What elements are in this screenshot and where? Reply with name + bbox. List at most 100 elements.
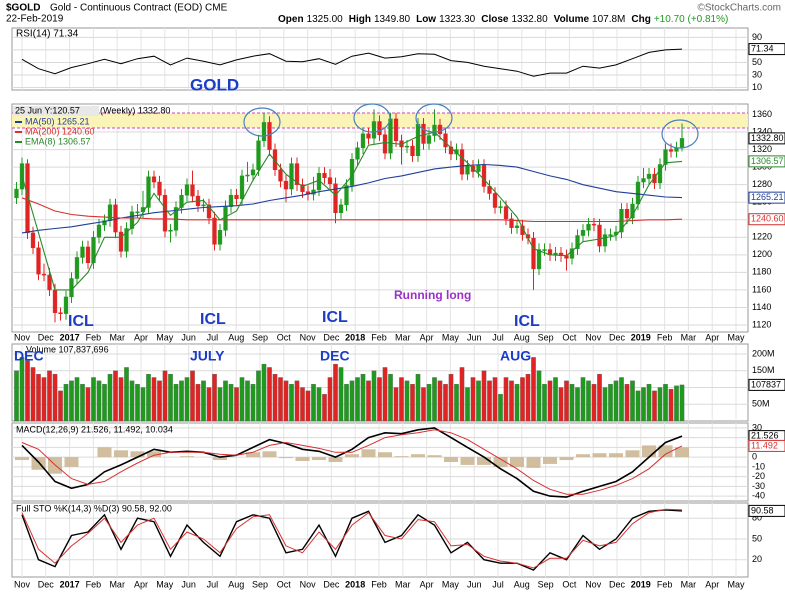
volume-bar: [536, 370, 542, 422]
value-box-label: 90.58: [751, 505, 774, 515]
volume-bar: [129, 380, 135, 422]
x-tick-label: Nov: [14, 332, 31, 342]
x-tick-label: Dec: [38, 332, 55, 342]
volume-bar: [410, 384, 415, 422]
candle-body: [366, 133, 371, 139]
volume-bar: [250, 384, 256, 422]
legend-entry: MA(200) 1240.60: [25, 126, 95, 136]
volume-bar: [96, 380, 102, 422]
candle-body: [217, 230, 223, 245]
volume-bar: [377, 377, 382, 422]
volume-bar: [531, 357, 536, 422]
candle-body: [536, 249, 542, 270]
candle-body: [283, 180, 289, 190]
y-tick-label: 10: [752, 82, 762, 92]
annotation: DEC: [320, 348, 350, 364]
x-tick-label: Jul: [492, 332, 504, 342]
volume-bar: [256, 370, 261, 422]
candle-body: [338, 204, 344, 213]
candle-body: [635, 181, 641, 205]
value-box-label: 1332.80: [751, 133, 784, 143]
x-tick-label: Jul: [207, 579, 219, 589]
candle-body: [465, 166, 470, 175]
volume-bar: [608, 384, 613, 422]
x-tick-label: Feb: [371, 579, 387, 589]
value-box-label: 71.34: [751, 43, 774, 53]
volume-bar: [514, 384, 520, 422]
x-tick-label: Feb: [657, 579, 673, 589]
macd-histogram-bar: [328, 457, 343, 462]
macd-histogram-bar: [312, 457, 326, 461]
sto-title: Full STO %K(14,3) %D(3) 90.58, 92.00: [16, 503, 172, 513]
y-tick-label: 50: [752, 57, 762, 67]
volume-bar: [278, 377, 283, 422]
macd-histogram-bar: [246, 452, 260, 458]
candle-body: [509, 218, 514, 228]
quote-value: 107.8M: [592, 14, 625, 25]
x-tick-label: Aug: [228, 332, 244, 342]
candle-body: [679, 138, 685, 149]
candle-body: [256, 140, 261, 171]
volume-bar: [520, 377, 525, 422]
x-tick-label: 2017: [60, 332, 80, 342]
volume-bar: [41, 377, 47, 422]
volume-bar: [652, 390, 657, 422]
candle-body: [344, 185, 349, 206]
volume-bar: [239, 377, 245, 422]
x-tick-label: Feb: [371, 332, 387, 342]
candle-body: [371, 121, 377, 139]
candle-body: [663, 149, 668, 165]
candle-body: [168, 230, 173, 232]
candle-body: [575, 235, 580, 249]
y-tick-label: -10: [752, 461, 765, 471]
rsi-frame: [11, 27, 749, 91]
candle-body: [459, 149, 465, 175]
volume-bar: [415, 373, 421, 422]
legend-tooltip: [13, 106, 99, 116]
volume-bar: [366, 380, 371, 422]
macd-histogram-bar: [592, 453, 607, 458]
x-tick-label: 2019: [631, 332, 651, 342]
value-box: [748, 378, 785, 391]
volume-bar: [360, 373, 366, 422]
candle-body: [124, 228, 129, 252]
volume-bar: [173, 384, 179, 422]
volume-bar: [663, 384, 668, 422]
x-tick-label: Dec: [323, 332, 340, 342]
volume-bar: [30, 367, 36, 422]
volume-bar: [432, 377, 437, 422]
macd-histogram-bar: [642, 445, 656, 458]
volume-bar: [509, 380, 514, 422]
x-tick-label: Nov: [585, 579, 602, 589]
candle-body: [278, 169, 283, 182]
volume-bar: [85, 387, 91, 422]
y-tick-label: 1360: [752, 109, 772, 119]
candle-body: [52, 289, 58, 313]
legend-entry: MA(50) 1265.21: [25, 116, 90, 126]
x-tick-label: Apr: [705, 579, 719, 589]
candle-body: [30, 232, 36, 249]
volume-bar: [201, 380, 206, 422]
y-tick-label: 0: [752, 452, 757, 462]
candle-body: [223, 206, 228, 231]
volume-bar: [162, 370, 168, 422]
x-tick-label: Jun: [467, 579, 482, 589]
x-tick-label: Mar: [395, 332, 411, 342]
volume-bar: [338, 367, 344, 422]
x-tick-label: Aug: [228, 579, 244, 589]
volume-bar: [234, 387, 239, 422]
volume-bar: [388, 373, 393, 422]
x-tick-label: May: [727, 332, 745, 342]
volume-bar: [311, 384, 316, 422]
x-tick-label: Jun: [181, 579, 196, 589]
candle-body: [151, 176, 157, 183]
candle-body: [597, 224, 602, 247]
x-tick-label: Oct: [562, 332, 577, 342]
symbol: $GOLD: [6, 3, 40, 14]
y-tick-label: 1200: [752, 249, 772, 259]
volume-bar: [668, 389, 674, 422]
y-tick-label: 1120: [752, 319, 771, 329]
macd-histogram-bar: [658, 445, 673, 458]
volume-bar: [498, 394, 503, 422]
volume-bar: [393, 387, 399, 422]
